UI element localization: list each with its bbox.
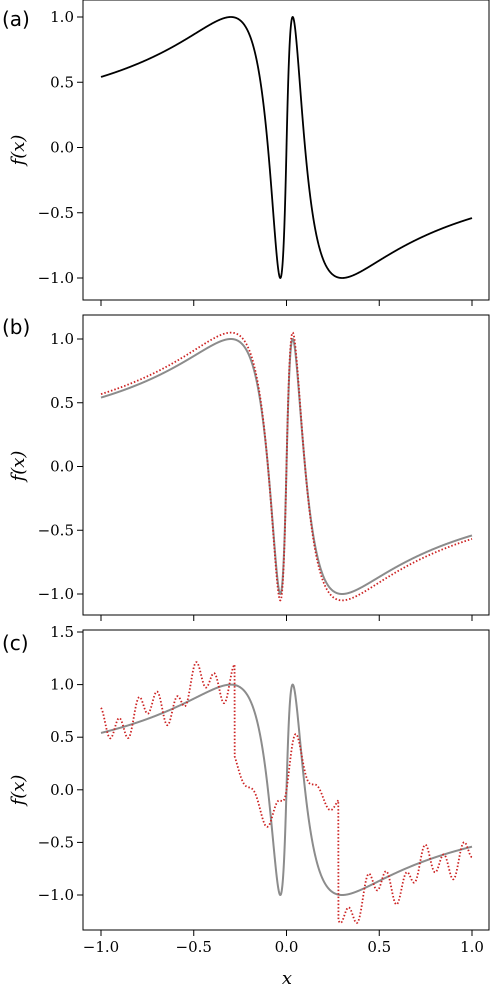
y-tick-label: −1.0	[38, 585, 74, 603]
panel-c-lines	[100, 661, 473, 924]
panel-a-ylabel: f(x)	[8, 135, 29, 168]
panel-a-y-ticks: −1.0 −0.5 0.0 0.5 1.0	[38, 8, 83, 287]
panel-b-y-ticks: −1.0 −0.5 0.0 0.5 1.0	[38, 330, 83, 603]
approximation-line	[100, 331, 473, 602]
function-line	[100, 337, 473, 596]
y-tick-label: 0.5	[50, 728, 74, 746]
x-tick-label: −1.0	[83, 938, 119, 956]
panel-a-x-ticks	[100, 300, 473, 306]
y-tick-label: −0.5	[38, 204, 74, 222]
panel-a-letter: (a)	[2, 7, 30, 31]
panel-c-letter: (c)	[2, 631, 29, 655]
y-tick-label: 0.5	[50, 73, 74, 91]
panel-b-ylabel: f(x)	[8, 451, 29, 484]
panel-b-letter: (b)	[2, 315, 30, 339]
panel-c: (c) −1.0 −0.5 0.0 0.5 1.0 1.5 −1.0 −0.5 0.0 0.5 1…	[2, 623, 490, 988]
y-tick-label: 1.5	[50, 623, 74, 641]
panel-c-ylabel: f(x)	[8, 775, 29, 808]
y-tick-label: −1.0	[38, 269, 74, 287]
panel-b-lines	[100, 331, 473, 602]
y-tick-label: 0.0	[50, 458, 74, 476]
y-tick-label: 1.0	[50, 676, 74, 694]
y-tick-label: −0.5	[38, 521, 74, 539]
y-tick-label: 0.5	[50, 394, 74, 412]
y-tick-label: 1.0	[50, 8, 74, 26]
function-line	[100, 16, 473, 279]
y-tick-label: 0.0	[50, 139, 74, 157]
x-tick-label: 0.0	[275, 938, 299, 956]
y-tick-label: −0.5	[38, 833, 74, 851]
y-tick-label: 0.0	[50, 781, 74, 799]
panel-b-x-ticks	[100, 615, 473, 621]
y-tick-label: −1.0	[38, 886, 74, 904]
panel-a: (a) −1.0 −0.5 0.0 0.5 1.0 f(x)	[2, 0, 490, 306]
panel-a-lines	[100, 16, 473, 279]
panel-c-x-ticks: −1.0 −0.5 0.0 0.5 1.0	[83, 930, 484, 956]
panel-b: (b) −1.0 −0.5 0.0 0.5 1.0 f(x)	[2, 314, 490, 621]
x-tick-label: 1.0	[460, 938, 484, 956]
panel-c-xlabel: x	[282, 968, 292, 988]
y-tick-label: 1.0	[50, 330, 74, 348]
approximation-line	[100, 661, 473, 924]
panel-c-y-ticks: −1.0 −0.5 0.0 0.5 1.0 1.5	[38, 623, 83, 904]
x-tick-label: 0.5	[367, 938, 391, 956]
x-tick-label: −0.5	[176, 938, 212, 956]
